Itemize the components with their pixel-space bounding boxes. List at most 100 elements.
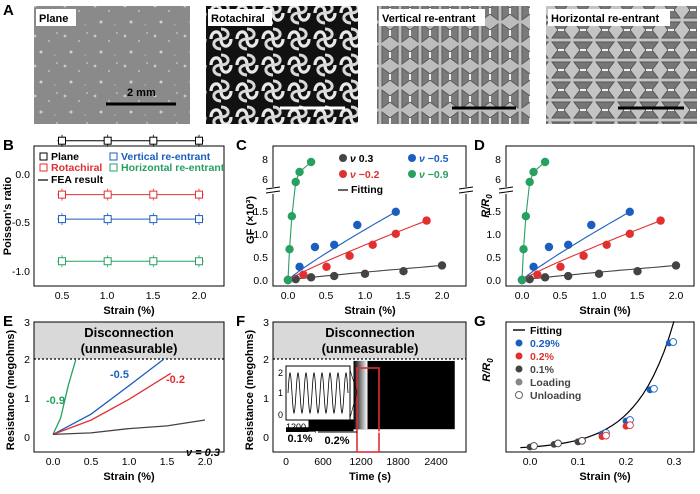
legend-label-03: ν 0.3 xyxy=(350,153,374,165)
signal-band xyxy=(353,360,455,430)
seg-label-02: 0.2% xyxy=(324,435,349,447)
data-point xyxy=(283,275,293,285)
panel-letter-f: F xyxy=(236,313,245,330)
g-ylabel: R/R0 xyxy=(481,358,495,382)
f-ytick: 3 xyxy=(263,317,269,329)
data-point xyxy=(671,261,681,270)
e-label-m02: -0.2 xyxy=(166,374,185,386)
legend-swatch-plane xyxy=(39,152,48,161)
fit-line xyxy=(287,161,312,281)
d-xtick: 1.0 xyxy=(592,290,607,302)
d-ytick: 1.5 xyxy=(486,206,501,218)
b-ytick: 0.0 xyxy=(15,169,30,181)
data-point xyxy=(195,136,203,145)
data-point xyxy=(58,136,66,145)
e-xtick: 1.5 xyxy=(160,456,175,468)
scale-bar-label: 2 mm xyxy=(127,87,156,99)
c-xtick: 2.0 xyxy=(435,290,450,302)
e-ytick: 3 xyxy=(24,317,30,329)
data-point xyxy=(345,251,354,260)
seg-label-029: 0.29% xyxy=(396,434,427,446)
data-point xyxy=(330,240,339,249)
unloading-point xyxy=(554,439,562,448)
legend-label-m09: ν −0.9 xyxy=(419,169,449,181)
data-point xyxy=(149,215,158,224)
data-point xyxy=(310,242,320,252)
b-xtick: 1.0 xyxy=(100,290,115,302)
data-point xyxy=(149,136,158,145)
micrograph-rotachiral: Rotachiral xyxy=(206,6,358,124)
e-ylabel: Resistance (megohms) xyxy=(5,329,17,450)
b-xtick: 2.0 xyxy=(192,290,207,302)
e-ytick: 2 xyxy=(24,354,30,366)
f-zoom-box xyxy=(356,367,380,453)
data-point xyxy=(330,271,339,281)
data-point xyxy=(103,215,112,224)
data-point xyxy=(58,215,66,224)
image-title-horizontal: Horizontal re-entrant xyxy=(551,13,660,25)
e-ytick: 0 xyxy=(24,432,30,444)
data-point xyxy=(287,212,297,221)
panel-g-chart: 0.0 0.1 0.2 0.3 Strain (%) R/R0 Fitting … xyxy=(481,321,695,483)
legend-dot-02 xyxy=(515,352,523,360)
c-xtick: 0.0 xyxy=(281,290,296,302)
fit-line xyxy=(287,220,427,281)
f-xtick: 0 xyxy=(283,456,289,468)
data-point xyxy=(195,257,203,266)
seg-label-01: 0.1% xyxy=(287,433,312,445)
e-xtick: 0.5 xyxy=(84,456,99,468)
resistance-curve xyxy=(52,372,172,436)
data-point xyxy=(391,207,400,216)
data-point xyxy=(533,270,542,279)
data-point xyxy=(391,229,400,238)
c-ytick: 6 xyxy=(262,174,268,186)
micrograph-vertical: Vertical re-entrant xyxy=(377,6,530,124)
resistance-curve xyxy=(52,359,77,435)
e-ytick: 1 xyxy=(24,393,30,405)
b-xtick: 1.5 xyxy=(146,290,161,302)
data-point xyxy=(540,273,550,282)
banner-line-1: Disconnection xyxy=(325,325,415,340)
panel-letter-d: D xyxy=(474,137,485,154)
g-xtick: 0.2 xyxy=(619,456,634,468)
data-point xyxy=(306,273,316,282)
legend-dot-03 xyxy=(339,154,347,162)
f-xtick: 1800 xyxy=(386,456,410,468)
data-point xyxy=(656,216,665,225)
micrograph-horizontal: Horizontal re-entrant xyxy=(546,6,697,124)
b-xlabel: Strain (%) xyxy=(103,305,155,317)
unloading-point xyxy=(626,421,634,430)
f-xlabel: Time (s) xyxy=(349,471,391,483)
panel-letter-e: E xyxy=(3,313,13,330)
data-point xyxy=(579,251,588,260)
data-point xyxy=(521,212,531,221)
data-point xyxy=(544,242,554,252)
data-point xyxy=(285,245,294,254)
resistance-curve xyxy=(52,419,206,436)
data-point xyxy=(353,220,362,230)
signal-band xyxy=(308,419,354,432)
legend-dot-m09 xyxy=(408,170,416,178)
g-xtick: 0.1 xyxy=(571,456,586,468)
data-point xyxy=(195,215,203,224)
fit-line xyxy=(521,220,661,281)
legend-dot-unloading xyxy=(515,391,523,399)
panel-b-chart: 0.0 -0.5 -1.0 0.5 1.0 1.5 2.0 Strain (%)… xyxy=(2,134,225,317)
data-point xyxy=(360,269,370,279)
disconnection-banner xyxy=(273,322,466,359)
unloading-point xyxy=(650,384,658,393)
legend-swatch-vertical xyxy=(109,152,118,161)
data-point xyxy=(291,177,300,187)
image-title-vertical: Vertical re-entrant xyxy=(382,13,476,25)
e-label-m09: -0.9 xyxy=(46,395,65,407)
panel-letter-c: C xyxy=(236,137,247,154)
c-ytick: 1.0 xyxy=(253,229,268,241)
data-point xyxy=(525,177,534,187)
c-xtick: 1.0 xyxy=(358,290,373,302)
data-point xyxy=(58,190,66,199)
banner-line-1: Disconnection xyxy=(84,325,174,340)
data-point xyxy=(556,262,565,271)
data-point xyxy=(529,262,538,271)
image-title-plane: Plane xyxy=(39,13,68,25)
